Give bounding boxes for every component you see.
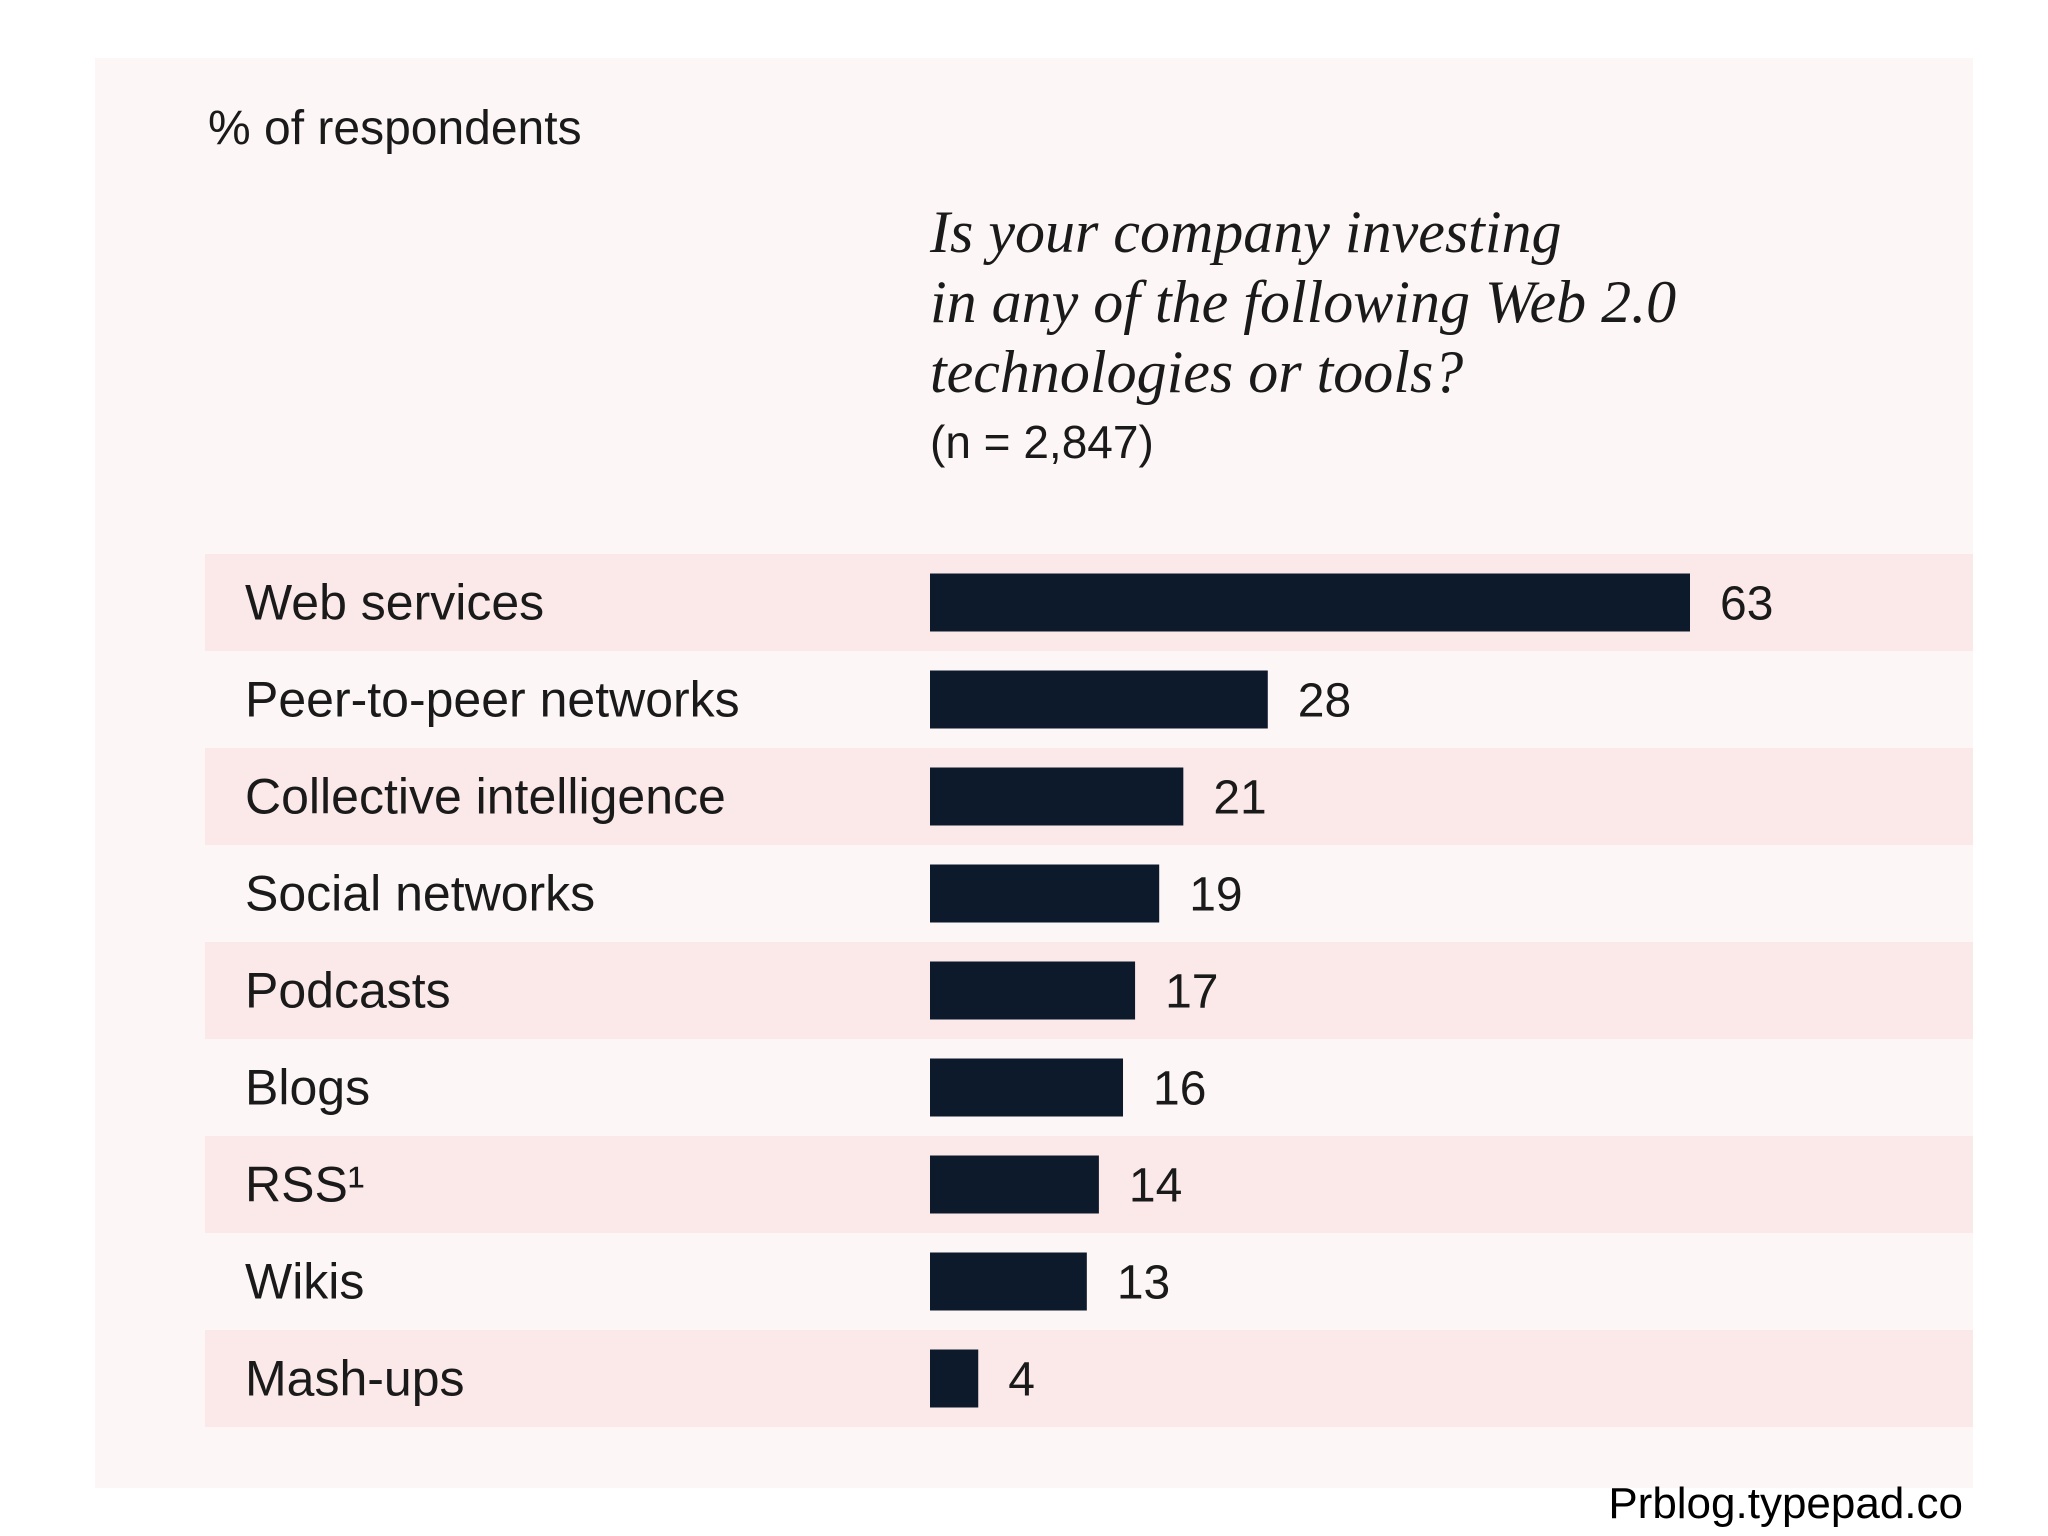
title-line-1: Is your company investing bbox=[929, 199, 1562, 265]
value-label: 28 bbox=[1298, 675, 1351, 728]
bar-rows: Web services 63 Peer-to-peer networks 28 Col… bbox=[245, 573, 1773, 1408]
category-label: Mash-ups bbox=[245, 1351, 465, 1407]
bar bbox=[930, 1155, 1099, 1214]
category-label: Podcasts bbox=[245, 963, 451, 1019]
bar bbox=[930, 1252, 1087, 1311]
unit-label: % of respondents bbox=[208, 102, 582, 155]
value-label: 16 bbox=[1153, 1063, 1206, 1116]
bar bbox=[930, 1058, 1124, 1117]
row-stripe bbox=[205, 1330, 1973, 1427]
title-line-3: technologies or tools? bbox=[930, 339, 1463, 405]
value-label: 63 bbox=[1720, 578, 1773, 631]
category-label: RSS¹ bbox=[245, 1157, 364, 1213]
chart-title: Is your company investing in any of the … bbox=[929, 199, 1676, 405]
category-label: Web services bbox=[245, 575, 544, 631]
category-label: Social networks bbox=[245, 866, 595, 922]
bar bbox=[930, 1349, 979, 1408]
value-label: 21 bbox=[1213, 772, 1266, 825]
bar bbox=[930, 961, 1136, 1020]
category-label: Collective intelligence bbox=[245, 769, 726, 825]
value-label: 4 bbox=[1008, 1354, 1035, 1407]
sample-size-label: (n = 2,847) bbox=[930, 416, 1154, 468]
category-label: Peer-to-peer networks bbox=[245, 672, 740, 728]
title-line-2: in any of the following Web 2.0 bbox=[930, 269, 1676, 335]
bar bbox=[930, 573, 1690, 632]
value-label: 13 bbox=[1117, 1257, 1170, 1310]
category-label: Blogs bbox=[245, 1060, 370, 1116]
category-label: Wikis bbox=[245, 1254, 364, 1310]
value-label: 14 bbox=[1129, 1160, 1182, 1213]
bar bbox=[930, 864, 1160, 923]
source-credit: Prblog.typepad.co bbox=[1608, 1479, 1963, 1528]
bar bbox=[930, 767, 1184, 826]
bar bbox=[930, 670, 1268, 729]
value-label: 19 bbox=[1189, 869, 1242, 922]
value-label: 17 bbox=[1165, 966, 1218, 1019]
